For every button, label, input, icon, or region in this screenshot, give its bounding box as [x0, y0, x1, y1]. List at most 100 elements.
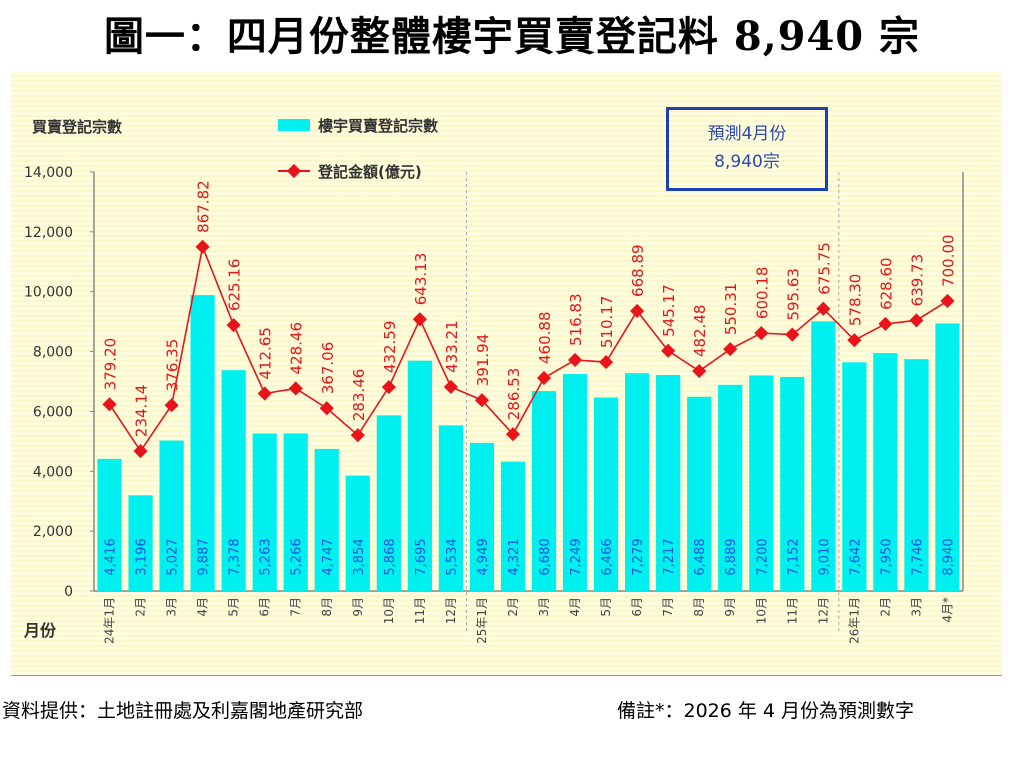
x-tick-label: 7月	[289, 597, 303, 617]
amount-marker	[133, 444, 148, 459]
x-tick-label: 5月	[599, 597, 613, 617]
bar	[438, 425, 464, 591]
x-tick-label: 2月	[506, 597, 520, 617]
x-tick-label: 2月	[878, 597, 892, 617]
amount-marker	[847, 333, 862, 348]
y-tick-label: 4,000	[33, 464, 73, 480]
x-tick-label: 3月	[909, 597, 923, 617]
x-tick-label: 11月	[413, 597, 427, 624]
amount-marker	[381, 380, 396, 395]
y-tick-label: 14,000	[24, 165, 73, 181]
amount-marker	[599, 355, 614, 370]
bar	[500, 461, 526, 591]
bar	[159, 440, 184, 591]
amount-value-label: 668.89	[629, 244, 647, 297]
x-tick-label: 4月	[196, 597, 210, 617]
y-tick-label: 2,000	[33, 524, 73, 540]
source-note: 資料提供：土地註冊處及利嘉閣地產研究部	[2, 700, 364, 722]
amount-value-label: 639.73	[908, 254, 926, 307]
bar	[593, 397, 619, 591]
bar-value-label: 9,010	[817, 538, 832, 575]
legend-bar-swatch	[278, 119, 310, 131]
bar-value-label: 3,854	[352, 538, 367, 575]
amount-value-label: 550.31	[722, 283, 740, 336]
x-tick-label: 26年1月	[847, 597, 861, 644]
bar-value-label: 5,534	[445, 538, 460, 575]
x-tick-label: 6月	[630, 597, 644, 617]
amount-value-label: 510.17	[598, 296, 616, 349]
x-tick-label: 2月	[134, 597, 148, 617]
amount-value-label: 234.14	[133, 385, 151, 438]
amount-marker	[350, 428, 365, 443]
bar	[749, 375, 774, 591]
amount-marker	[692, 363, 707, 379]
amount-value-label: 867.82	[195, 180, 213, 233]
amount-marker	[474, 393, 490, 408]
legend-bar-label: 樓宇買賣登記宗數	[318, 117, 438, 135]
bar	[842, 362, 867, 591]
y-tick-label: 6,000	[33, 404, 73, 420]
amount-marker	[878, 316, 893, 332]
bar-value-label: 7,950	[879, 538, 894, 575]
forecast-callout: 預測4月份 8,940宗	[666, 107, 828, 191]
bar-value-label: 7,378	[228, 538, 243, 575]
page-title: 圖一：四月份整體樓宇買賣登記料 8,940 宗	[103, 13, 921, 60]
amount-marker	[102, 397, 117, 412]
amount-marker	[816, 301, 831, 316]
bar	[128, 495, 153, 591]
x-tick-label: 3月	[165, 597, 179, 617]
x-tick-label: 10月	[754, 597, 768, 624]
bar	[811, 321, 836, 591]
amount-marker	[940, 293, 955, 308]
amount-value-label: 600.18	[753, 267, 771, 320]
x-tick-label: 5月	[227, 597, 241, 617]
x-tick-label: 4月*	[940, 597, 954, 623]
bar	[252, 433, 277, 591]
amount-value-label: 578.30	[846, 274, 864, 327]
bar-value-label: 7,695	[414, 538, 429, 575]
amount-marker	[319, 401, 334, 416]
bar	[314, 448, 339, 591]
amount-value-label: 595.63	[784, 268, 802, 321]
bar-value-label: 5,266	[290, 538, 305, 575]
amount-value-label: 286.53	[505, 368, 523, 421]
amount-marker	[909, 313, 924, 328]
x-tick-label: 8月	[692, 597, 706, 617]
x-tick-label: 9月	[723, 597, 737, 617]
amount-marker	[630, 303, 645, 319]
x-tick-label: 6月	[258, 597, 272, 617]
x-tick-label: 3月	[537, 597, 551, 617]
bar	[407, 360, 432, 591]
amount-value-label: 391.94	[474, 334, 492, 387]
y-axis-title: 買賣登記宗數	[32, 118, 122, 136]
bar	[376, 415, 401, 591]
bar-value-label: 5,868	[383, 538, 398, 575]
amount-value-label: 482.48	[691, 305, 709, 358]
legend-line-label: 登記金額(億元)	[317, 163, 422, 181]
bar-value-label: 4,416	[104, 538, 119, 575]
amount-marker	[412, 312, 427, 327]
bar	[562, 374, 588, 591]
bar	[345, 475, 370, 591]
x-tick-label: 12月	[444, 597, 458, 624]
bar	[687, 396, 712, 591]
amount-marker	[567, 352, 583, 368]
bar-value-label: 5,027	[166, 538, 181, 575]
amount-marker	[536, 370, 552, 386]
y-tick-label: 8,000	[33, 345, 73, 361]
bar	[873, 353, 898, 591]
bar	[531, 391, 557, 591]
x-tick-label: 9月	[351, 597, 365, 617]
amount-marker	[226, 317, 241, 333]
bar-value-label: 9,887	[197, 538, 212, 575]
bar-value-label: 6,889	[724, 538, 739, 575]
amount-value-label: 625.16	[226, 259, 244, 312]
bar-value-label: 4,321	[507, 538, 522, 575]
bar-value-label: 4,949	[476, 538, 491, 575]
bar	[221, 370, 246, 591]
amount-marker	[257, 386, 272, 401]
amount-marker	[288, 381, 303, 396]
bar-value-label: 7,642	[848, 538, 863, 575]
amount-value-label: 412.65	[257, 327, 275, 380]
